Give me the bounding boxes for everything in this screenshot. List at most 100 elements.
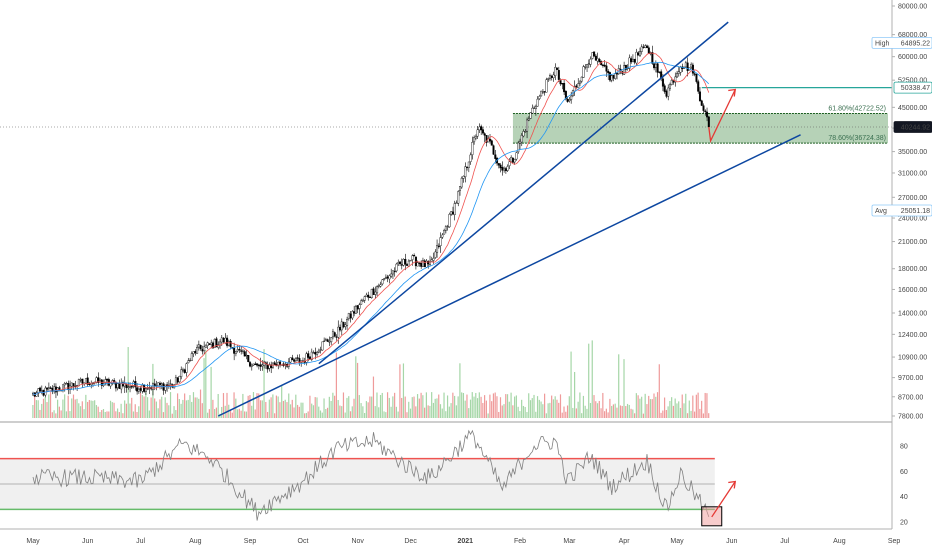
volume-bar xyxy=(582,395,585,418)
volume-bar xyxy=(173,406,175,418)
volume-bar xyxy=(679,407,682,418)
candle-body xyxy=(240,350,243,352)
candle-body xyxy=(594,55,597,61)
price-tick-label: 10900.00 xyxy=(898,355,927,362)
price-tick-label: 68000.00 xyxy=(898,32,927,39)
volume-bar xyxy=(672,405,675,418)
volume-bar xyxy=(662,410,664,418)
volume-bar xyxy=(658,364,660,418)
candle-body xyxy=(584,66,587,68)
candle-body xyxy=(429,261,432,265)
candle-body xyxy=(333,332,336,337)
volume-bar xyxy=(559,394,562,418)
candle-body xyxy=(700,100,703,106)
moving-average-layer xyxy=(32,52,710,396)
candle-body xyxy=(598,59,601,63)
volume-bar xyxy=(535,411,537,418)
volume-bar xyxy=(162,412,165,418)
volume-bar xyxy=(49,389,52,418)
price-tick-label: 45000.00 xyxy=(898,105,927,112)
time-tick-label: May xyxy=(670,538,684,545)
volume-bar xyxy=(429,405,431,418)
volume-bar xyxy=(693,411,696,418)
volume-bar xyxy=(325,409,327,418)
volume-bar xyxy=(392,396,394,418)
volume-bar xyxy=(536,396,539,418)
volume-bar xyxy=(266,411,269,418)
volume-bar xyxy=(97,406,99,418)
volume-bar xyxy=(124,400,126,418)
volume-bar xyxy=(305,412,307,418)
candle-body xyxy=(383,278,386,281)
volume-bar xyxy=(549,402,551,418)
candle-body xyxy=(360,300,363,305)
fib-zone-layer: 61.80%(42722.52) 78.60%(36724.38) xyxy=(0,86,892,144)
candle-body xyxy=(414,256,417,267)
candle-body xyxy=(241,350,244,352)
volume-bar xyxy=(64,394,66,418)
volume-bar xyxy=(244,411,246,418)
volume-bar xyxy=(268,399,270,418)
candle-body xyxy=(499,164,502,169)
price-tick-label: 8700.00 xyxy=(898,394,923,401)
volume-bar xyxy=(300,402,302,418)
candle-body xyxy=(183,369,186,373)
time-axis-layer[interactable]: May Jun Jul Aug Sep Oct Nov Dec 2021 Feb Mar Apr May… xyxy=(0,528,900,545)
candle-body xyxy=(312,352,315,354)
volume-bar xyxy=(503,404,505,418)
volume-bar xyxy=(626,403,629,418)
volume-bar xyxy=(616,407,618,418)
price-tick-label: 12400.00 xyxy=(898,332,927,339)
candle-body xyxy=(370,288,373,298)
volume-bar xyxy=(591,340,593,418)
volume-bar xyxy=(101,410,103,418)
volume-bar xyxy=(41,403,43,418)
candle-body xyxy=(663,85,666,92)
volume-bar xyxy=(337,399,339,418)
candle-body xyxy=(612,75,615,79)
volume-bar xyxy=(708,413,710,418)
candle-body xyxy=(522,131,525,137)
volume-bar xyxy=(242,393,244,418)
price-tick-label: 80000.00 xyxy=(898,4,927,11)
volume-bar xyxy=(46,402,48,418)
volume-bar xyxy=(342,392,345,418)
volume-bar xyxy=(379,395,382,418)
candle-body xyxy=(351,311,354,319)
volume-bar xyxy=(348,396,350,418)
candle-body xyxy=(545,79,548,93)
candle-body xyxy=(478,126,481,131)
volume-bar xyxy=(415,406,417,418)
candle-body xyxy=(462,175,465,179)
volume-bar xyxy=(99,411,101,418)
candle-body xyxy=(49,387,52,389)
volume-bar xyxy=(35,400,38,418)
volume-bar xyxy=(651,399,653,418)
volume-bar xyxy=(605,408,607,418)
volume-bar xyxy=(445,411,447,418)
volume-bar xyxy=(639,398,641,418)
volume-bar xyxy=(302,402,304,418)
price-badge-value: 25051.18 xyxy=(901,208,930,215)
volume-bar xyxy=(394,392,396,418)
volume-bar xyxy=(399,364,401,418)
price-axis-layer[interactable]: 80000.00 68000.00 60000.00 52500.00 45000.00… xyxy=(891,0,927,529)
volume-bar xyxy=(258,393,260,418)
volume-bar xyxy=(401,397,403,418)
candle-body xyxy=(547,78,550,80)
volume-bar xyxy=(353,398,355,418)
volume-bar xyxy=(259,400,262,418)
candle-body xyxy=(480,126,483,131)
volume-bar xyxy=(208,409,210,418)
candle-body xyxy=(376,286,379,294)
candle-body xyxy=(88,383,91,386)
volume-bar xyxy=(344,412,346,418)
candle-body xyxy=(159,383,162,385)
volume-bar xyxy=(556,399,558,418)
candle-body xyxy=(686,62,689,71)
candle-body xyxy=(143,385,146,392)
candle-body xyxy=(356,305,359,310)
candle-body xyxy=(224,337,227,343)
candle-body xyxy=(623,65,626,75)
candle-body xyxy=(256,363,259,366)
